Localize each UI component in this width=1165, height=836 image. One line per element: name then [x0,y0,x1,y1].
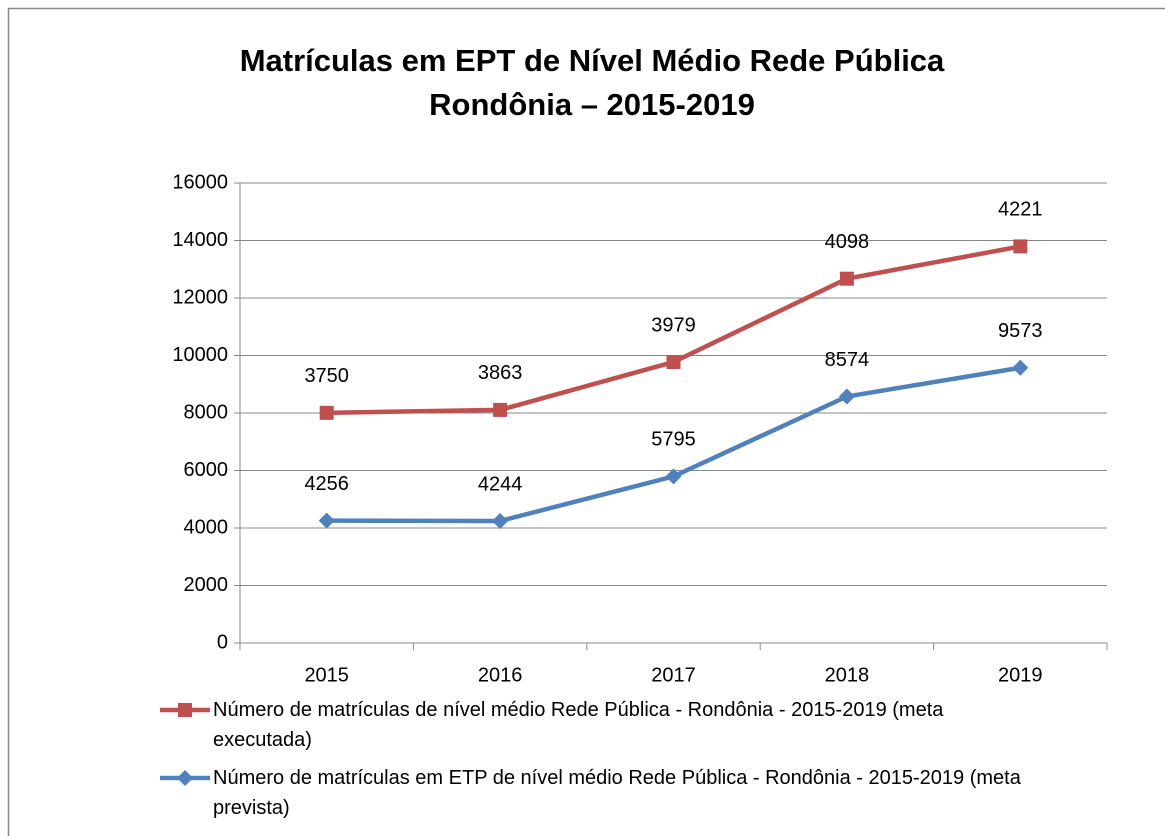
y-tick-label: 4000 [184,516,229,538]
legend-label: Número de matrículas de nível médio Rede… [213,699,944,751]
data-label: 5795 [651,429,696,451]
y-tick-label: 6000 [184,459,229,481]
marker [839,271,854,286]
y-tick-label: 16000 [172,171,228,193]
data-label: 4256 [304,473,349,495]
data-label: 3979 [651,314,696,336]
data-label: 4244 [478,473,523,495]
chart-border [7,7,1165,836]
y-tick-label: 10000 [172,344,228,366]
y-tick-label: 14000 [172,229,228,251]
y-tick-label: 2000 [184,574,229,596]
y-tick-label: 12000 [172,286,228,308]
x-tick-label: 2016 [478,664,523,686]
marker [492,512,509,529]
data-label: 3863 [478,362,523,384]
marker [666,354,681,369]
marker [838,388,855,405]
data-label: 9573 [998,320,1043,342]
x-tick-label: 2015 [304,664,349,686]
marker [665,468,682,485]
marker [493,402,508,417]
data-label: 4221 [998,199,1043,221]
marker [178,703,192,717]
marker [1013,239,1028,254]
data-label: 8574 [825,349,870,371]
marker [177,770,193,786]
data-label: 4098 [825,231,870,253]
y-tick-label: 8000 [184,401,229,423]
marker [319,405,334,420]
x-tick-label: 2018 [825,664,870,686]
y-tick-label: 0 [217,631,228,653]
marker [318,512,335,529]
x-tick-label: 2017 [651,664,696,686]
chart-title: Rondônia – 2015-2019 [429,87,755,122]
data-label: 3750 [304,365,349,387]
chart-title: Matrículas em EPT de Nível Médio Rede Pú… [240,43,945,78]
legend-label: Número de matrículas em ETP de nível méd… [213,767,1021,819]
marker [1012,359,1029,376]
x-tick-label: 2019 [998,664,1043,686]
